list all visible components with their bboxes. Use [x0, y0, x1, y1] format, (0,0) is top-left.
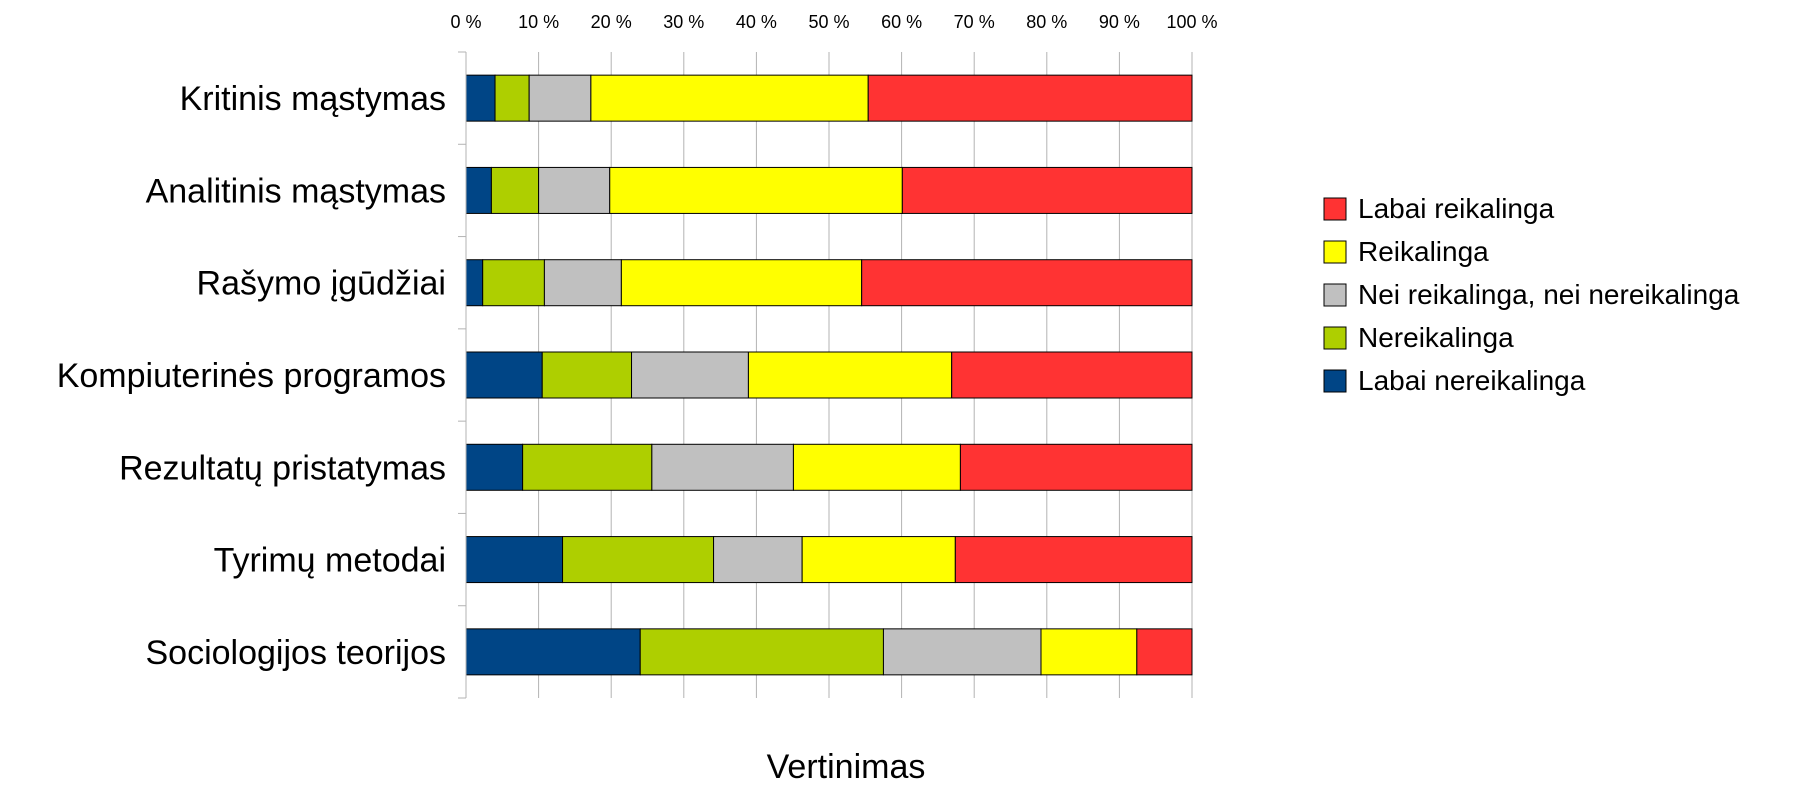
x-tick-label: 70 %	[954, 12, 995, 32]
category-label: Kompiuterinės programos	[57, 357, 446, 395]
legend-swatch	[1323, 326, 1347, 350]
category-label: Tyrimų metodai	[214, 542, 446, 580]
bar-segment	[562, 536, 715, 584]
x-tick-label: 80 %	[1026, 12, 1067, 32]
x-tick-label: 90 %	[1099, 12, 1140, 32]
bar-segment	[590, 74, 869, 122]
bar-segment	[792, 443, 961, 491]
bar-segment	[543, 259, 622, 307]
legend: Labai reikalinga Reikalinga Nei reikalinga…	[1323, 193, 1740, 396]
category-label: Sociologijos teorijos	[146, 634, 447, 672]
bar-segment	[713, 536, 803, 584]
bar-segment	[541, 351, 633, 399]
bar-segment	[482, 259, 545, 307]
bar-segment	[465, 74, 496, 122]
category-label: Rašymo įgūdžiai	[197, 265, 446, 303]
legend-label: Labai nereikalinga	[1358, 365, 1586, 396]
bar-segment	[959, 443, 1193, 491]
bar-segment	[465, 166, 492, 214]
bar-segment	[465, 443, 524, 491]
x-tick-label: 10 %	[518, 12, 559, 32]
bar-segment	[465, 351, 543, 399]
bars	[465, 74, 1193, 676]
x-tick-label: 0 %	[450, 12, 481, 32]
x-tick-label: 30 %	[663, 12, 704, 32]
axes	[458, 51, 467, 699]
bar-segment	[639, 628, 884, 676]
bar-segment	[490, 166, 540, 214]
legend-label: Nereikalinga	[1358, 322, 1514, 353]
x-tick-label: 50 %	[808, 12, 849, 32]
bar-segment	[465, 259, 484, 307]
legend-label: Nei reikalinga, nei nereikalinga	[1358, 279, 1740, 310]
category-label: Kritinis mąstymas	[180, 80, 446, 118]
x-axis-title: Vertinimas	[767, 748, 926, 785]
legend-label: Reikalinga	[1358, 236, 1489, 267]
bar-segment	[651, 443, 794, 491]
x-tick-label: 20 %	[591, 12, 632, 32]
legend-swatch	[1323, 197, 1347, 221]
x-tick-labels: 0 % 10 % 20 % 30 % 40 % 50 % 60 % 70 % 80 % 90 % 1…	[450, 12, 1217, 32]
bar-segment	[954, 536, 1193, 584]
legend-swatch	[1323, 240, 1347, 264]
legend-swatch	[1323, 369, 1347, 393]
bar-segment	[494, 74, 530, 122]
bar-segment	[747, 351, 953, 399]
bar-segment	[861, 259, 1193, 307]
bar-segment	[801, 536, 956, 584]
bar-segment	[538, 166, 611, 214]
bar-segment	[631, 351, 749, 399]
x-tick-label: 40 %	[736, 12, 777, 32]
bar-segment	[528, 74, 592, 122]
bar-segment	[522, 443, 653, 491]
bar-segment	[1136, 628, 1193, 676]
x-tick-label: 100 %	[1166, 12, 1217, 32]
x-tick-label: 60 %	[881, 12, 922, 32]
bar-segment	[609, 166, 903, 214]
bar-segment	[465, 536, 564, 584]
bar-segment	[1040, 628, 1138, 676]
bar-segment	[867, 74, 1193, 122]
legend-label: Labai reikalinga	[1358, 193, 1555, 224]
bar-segment	[901, 166, 1193, 214]
legend-swatch	[1323, 283, 1347, 307]
bar-segment	[882, 628, 1042, 676]
category-labels: Kritinis mąstymas Analitinis mąstymas Rašy…	[57, 80, 446, 672]
bar-segment	[620, 259, 863, 307]
bar-segment	[465, 628, 641, 676]
category-label: Analitinis mąstymas	[146, 172, 446, 210]
category-label: Rezultatų pristatymas	[119, 449, 446, 487]
bar-segment	[951, 351, 1193, 399]
